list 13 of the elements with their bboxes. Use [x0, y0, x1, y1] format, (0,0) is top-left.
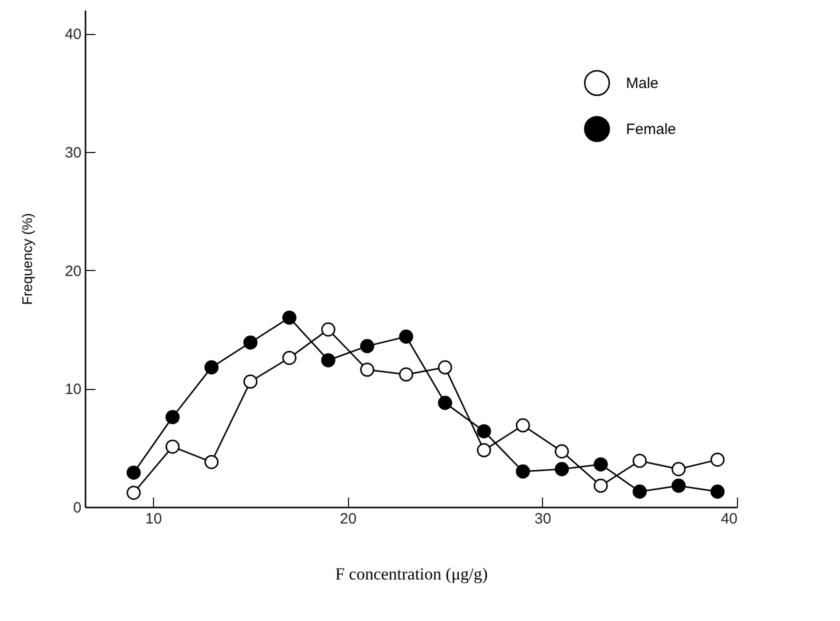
legend-label: Female [626, 121, 676, 138]
y-tick-label: 40 [64, 26, 82, 44]
x-tick-label: 20 [340, 510, 357, 528]
x-axis-title: F concentration (μg/g) [335, 564, 488, 584]
y-tick-label: 20 [64, 262, 82, 280]
x-tick-label: 40 [720, 510, 738, 528]
y-axis-title: Frequency (%) [18, 213, 35, 305]
y-tick-label: 30 [64, 144, 82, 162]
y-tick-label: 0 [73, 500, 82, 516]
x-tick-label: 30 [534, 510, 552, 528]
y-tick-label: 10 [64, 381, 82, 398]
legend-label: Male [626, 75, 659, 92]
x-tick-label: 10 [145, 510, 162, 528]
